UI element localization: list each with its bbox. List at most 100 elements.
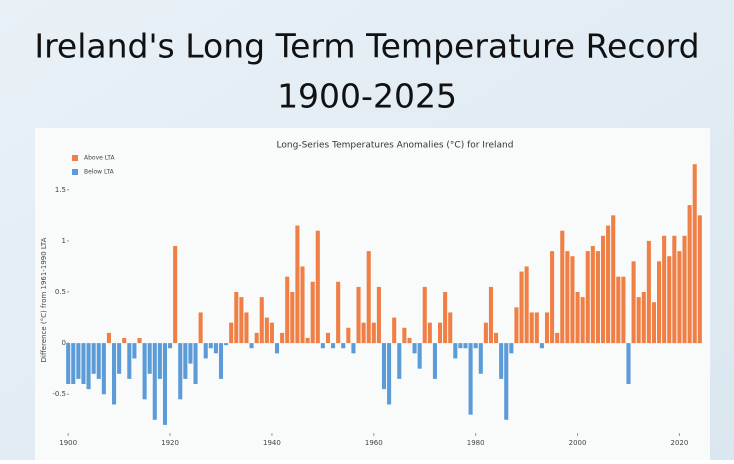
bar	[677, 251, 682, 344]
bar	[504, 343, 509, 420]
legend-swatch	[72, 169, 78, 175]
bar	[651, 302, 657, 344]
y-tick-label: -0.5	[52, 390, 66, 398]
bar	[697, 215, 702, 344]
bar	[443, 292, 448, 344]
bar	[550, 251, 555, 344]
bar	[463, 343, 468, 349]
bar	[662, 235, 667, 344]
bar	[315, 230, 320, 344]
bar	[468, 343, 473, 415]
bar	[499, 343, 504, 379]
bar	[162, 343, 168, 425]
bar	[621, 276, 626, 344]
bar	[127, 343, 132, 379]
slide-title: Ireland's Long Term Temperature Record	[34, 27, 699, 66]
bar	[687, 205, 692, 344]
bar	[371, 322, 376, 344]
bar	[381, 343, 387, 390]
bar	[168, 343, 173, 349]
bar	[626, 343, 631, 384]
bar	[305, 338, 310, 344]
x-tick-label: 1960	[365, 439, 383, 447]
bar	[320, 343, 325, 349]
bar	[427, 322, 432, 344]
bar	[570, 256, 575, 344]
bar	[269, 322, 274, 344]
bar	[534, 312, 539, 344]
bar	[274, 343, 280, 354]
bar	[280, 332, 285, 344]
bar	[336, 281, 341, 344]
bar	[157, 343, 162, 379]
bar	[208, 343, 213, 349]
bar	[376, 286, 381, 344]
bar	[412, 343, 417, 354]
bar	[173, 246, 178, 344]
x-tick-label: 2020	[671, 439, 689, 447]
x-tick-label: 1940	[263, 439, 281, 447]
bar	[432, 343, 437, 379]
bar	[229, 322, 234, 344]
bar	[295, 225, 300, 344]
bar	[76, 343, 81, 379]
bar	[218, 343, 224, 379]
bar	[524, 266, 529, 344]
bar	[366, 251, 371, 344]
bar	[483, 322, 488, 344]
bar	[616, 276, 621, 344]
bar	[494, 332, 499, 344]
bar	[361, 322, 366, 344]
bar	[453, 343, 458, 359]
slide-subtitle: 1900-2025	[277, 77, 457, 116]
bar	[249, 343, 254, 349]
bar	[585, 251, 590, 344]
bar	[244, 312, 249, 344]
bar	[636, 297, 641, 344]
bar	[259, 297, 264, 344]
bar	[183, 343, 188, 379]
bar	[488, 286, 494, 344]
bar	[641, 292, 646, 344]
bar	[111, 343, 117, 405]
bar	[560, 230, 565, 344]
bar	[188, 343, 193, 364]
bar	[646, 240, 651, 344]
x-tick-label: 1900	[59, 439, 77, 447]
bar	[402, 327, 407, 344]
bar	[519, 271, 524, 344]
bar	[101, 343, 106, 395]
bar	[606, 225, 611, 344]
legend-label: Above LTA	[84, 155, 115, 162]
bar	[580, 297, 585, 344]
bar	[600, 235, 606, 344]
y-tick-label: 1	[62, 237, 66, 245]
bar	[224, 343, 229, 346]
bar	[682, 235, 687, 344]
bar	[264, 317, 269, 344]
x-tick-label: 1980	[467, 439, 485, 447]
bar	[555, 332, 560, 344]
bar	[234, 292, 239, 344]
bar	[351, 343, 356, 354]
bar	[346, 327, 351, 344]
y-axis-label: Difference (°C) from 1961-1990 LTA	[40, 237, 48, 362]
bar	[147, 343, 152, 374]
bar	[514, 307, 519, 344]
bar	[407, 338, 412, 344]
bar	[300, 266, 305, 344]
bar	[71, 343, 76, 384]
bar	[692, 164, 697, 344]
bar	[310, 281, 315, 344]
bar	[203, 343, 208, 359]
bar	[178, 343, 183, 400]
bar	[325, 332, 331, 344]
x-tick-label: 2000	[569, 439, 587, 447]
bar	[590, 246, 595, 344]
bar	[142, 343, 147, 400]
bar	[417, 343, 422, 369]
bar	[66, 343, 71, 384]
bar	[458, 343, 463, 349]
bar	[672, 235, 677, 344]
